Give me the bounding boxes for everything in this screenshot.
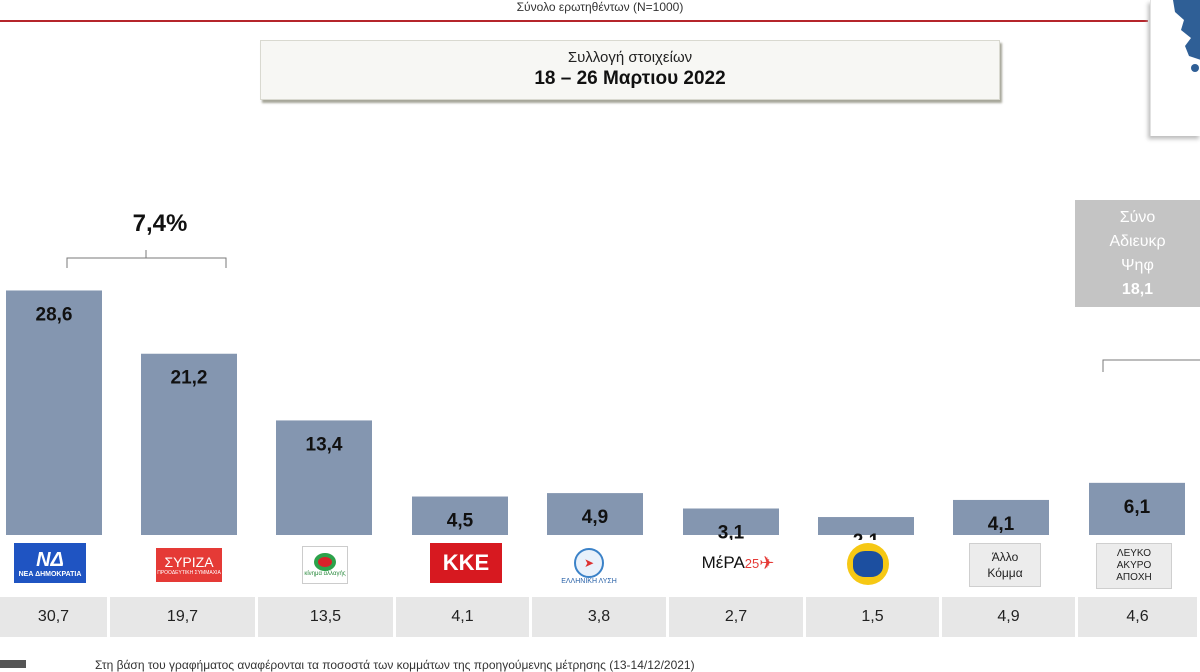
previous-value-cell: 2,7 xyxy=(669,597,803,637)
footnote-marker xyxy=(0,660,26,668)
bar-value-label: 4,1 xyxy=(988,514,1015,535)
bar-value-label: 4,9 xyxy=(582,507,608,528)
bar xyxy=(141,353,237,535)
previous-measurement-row: 30,7 19,7 13,5 4,1 3,8 2,7 1,5 4,9 4,6 xyxy=(0,597,1200,637)
previous-value-cell: 4,6 xyxy=(1078,597,1197,637)
bar xyxy=(818,517,914,535)
logo-kke: ΚΚΕ xyxy=(430,543,502,583)
previous-value-cell: 3,8 xyxy=(532,597,666,637)
sun-icon xyxy=(314,553,336,571)
blank-line: ΑΠΟΧΗ xyxy=(1116,572,1152,583)
logo-mera25: ΜέΡΑ 25 ✈ xyxy=(696,543,780,583)
total-summary-box: Σύνο Αδιευκρ Ψηφ 18,1 xyxy=(1075,200,1200,307)
sample-size-label: Σύνολο ερωτηθέντων (N=1000) xyxy=(516,0,684,14)
total-bracket xyxy=(1102,359,1200,372)
logo-kinal: κίνημα αλλαγής xyxy=(302,546,348,584)
data-collection-box: Συλλογή στοιχείων 18 – 26 Μαρτιου 2022 xyxy=(260,40,1000,100)
previous-value-cell: 4,9 xyxy=(942,597,1075,637)
footnote: Στη βάση του γραφήματος αναφέρονται τα π… xyxy=(95,658,695,672)
swoosh-icon: ✈ xyxy=(759,552,775,573)
previous-value-cell: 30,7 xyxy=(0,597,107,637)
bar-chart: 28,6 21,2 13,4 4,5 4,9 3,1 2,1 4,1 6,1 xyxy=(6,250,1200,540)
logo-syriza-name: ΣΥΡΙΖΑ xyxy=(164,554,214,570)
bar xyxy=(276,420,372,535)
total-box-line: 18,1 xyxy=(1121,281,1154,298)
bar-value-label: 13,4 xyxy=(306,434,343,455)
bar-value-label: 3,1 xyxy=(718,522,745,540)
logo-ellines xyxy=(846,541,890,587)
bar xyxy=(547,493,643,535)
logo-el-text: ΕΛΛΗΝΙΚΗ ΛΥΣΗ xyxy=(561,577,617,585)
bar-value-label: 4,5 xyxy=(447,511,474,532)
blank-line: ΑΚΥΡΟ xyxy=(1116,560,1152,571)
bar-value-label: 28,6 xyxy=(36,304,73,325)
bar xyxy=(412,496,508,535)
gap-bracket xyxy=(66,250,227,268)
logo-elliniki-lysi: ➤ ΕΛΛΗΝΙΚΗ ΛΥΣΗ xyxy=(561,542,617,590)
logo-kinal-text: κίνημα αλλαγής xyxy=(304,571,346,577)
previous-value-cell: 13,5 xyxy=(258,597,393,637)
logo-syriza: ΣΥΡΙΖΑ ΠΡΟΟΔΕΥΤΙΚΗ ΣΥΜΜΑΧΙΑ xyxy=(156,548,222,582)
logo-nd-mark: ΝΔ xyxy=(36,548,64,571)
data-collection-label: Συλλογή στοιχείων xyxy=(567,49,693,66)
total-box-line: Σύνο xyxy=(1119,209,1156,226)
compass-icon: ➤ xyxy=(574,547,604,578)
bar xyxy=(683,508,779,535)
logo-syriza-sub: ΠΡΟΟΔΕΥΤΙΚΗ ΣΥΜΜΑΧΙΑ xyxy=(157,570,221,576)
logo-kke-text: ΚΚΕ xyxy=(442,550,490,575)
logo-blank-invalid-abstain: ΛΕΥΚΟ ΑΚΥΡΟ ΑΠΟΧΗ xyxy=(1096,543,1172,589)
logo-nd-caption: ΝΕΑ ΔΗΜΟΚΡΑΤΙΑ xyxy=(18,570,82,578)
greece-map-icon xyxy=(1173,0,1200,72)
bar-value-label: 6,1 xyxy=(1124,497,1151,518)
logo-mera-number: 25 xyxy=(744,555,760,571)
bar xyxy=(6,290,102,535)
bar xyxy=(953,499,1049,535)
blank-line: ΛΕΥΚΟ xyxy=(1116,548,1152,559)
data-collection-dates: 18 – 26 Μαρτιου 2022 xyxy=(534,68,726,89)
logo-nd: ΝΔ ΝΕΑ ΔΗΜΟΚΡΑΤΙΑ xyxy=(14,543,86,583)
total-box-line: Ψηφ xyxy=(1121,257,1154,274)
header-rule xyxy=(0,20,1148,22)
bar-value-label: 2,1 xyxy=(853,531,880,540)
other-party-line: Άλλο xyxy=(991,550,1019,564)
logo-mera-text: ΜέΡΑ xyxy=(701,553,745,572)
total-box-line: Αδιευκρ xyxy=(1109,233,1166,250)
bar-value-label: 21,2 xyxy=(171,368,208,389)
other-party-line: Κόμμα xyxy=(987,566,1023,580)
map-thumbnail xyxy=(1150,0,1200,136)
previous-value-cell: 19,7 xyxy=(110,597,255,637)
gap-percentage-label: 7,4% xyxy=(132,210,188,237)
previous-value-cell: 4,1 xyxy=(396,597,529,637)
bar xyxy=(1089,482,1185,535)
logo-other-party: Άλλο Κόμμα xyxy=(969,543,1041,587)
previous-value-cell: 1,5 xyxy=(806,597,939,637)
seal-icon xyxy=(847,543,889,585)
